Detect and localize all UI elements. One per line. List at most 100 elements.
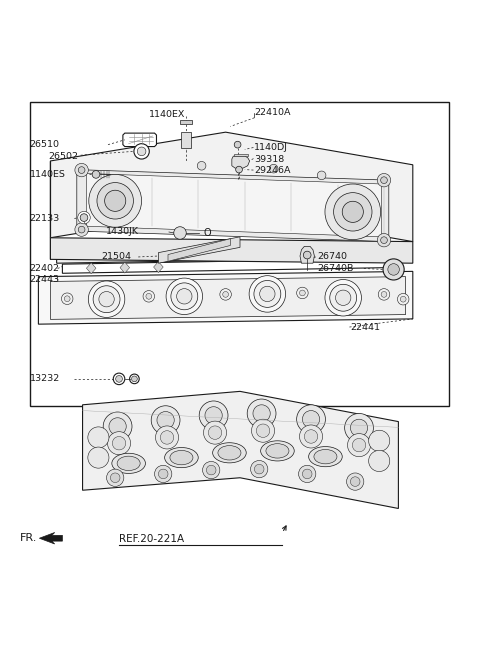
Polygon shape	[300, 247, 314, 263]
Polygon shape	[154, 262, 163, 272]
Circle shape	[199, 401, 228, 430]
Circle shape	[93, 286, 120, 313]
Circle shape	[132, 376, 137, 382]
Polygon shape	[158, 237, 240, 263]
Circle shape	[130, 374, 139, 384]
Circle shape	[134, 144, 149, 159]
Text: O: O	[203, 228, 211, 238]
Circle shape	[110, 473, 120, 483]
Circle shape	[97, 182, 133, 219]
Text: 26510: 26510	[30, 140, 60, 149]
Circle shape	[342, 201, 363, 222]
Circle shape	[157, 411, 174, 429]
Text: 22402: 22402	[30, 264, 60, 273]
Circle shape	[325, 279, 361, 316]
Circle shape	[156, 426, 179, 449]
Circle shape	[105, 190, 126, 211]
Circle shape	[252, 419, 275, 442]
Circle shape	[143, 291, 155, 302]
Circle shape	[89, 174, 142, 227]
Circle shape	[347, 473, 364, 490]
Circle shape	[75, 163, 88, 177]
Circle shape	[88, 447, 109, 468]
Text: 22410A: 22410A	[254, 108, 291, 117]
Circle shape	[251, 461, 268, 478]
Circle shape	[299, 465, 316, 483]
Polygon shape	[180, 119, 192, 124]
Circle shape	[249, 276, 286, 312]
Circle shape	[377, 234, 391, 247]
Text: FR.: FR.	[20, 533, 37, 543]
Circle shape	[61, 293, 73, 304]
Ellipse shape	[266, 443, 289, 458]
Polygon shape	[168, 239, 230, 261]
Circle shape	[352, 438, 366, 452]
Ellipse shape	[261, 441, 294, 461]
Polygon shape	[234, 154, 248, 156]
Text: 1140ES: 1140ES	[30, 170, 66, 179]
Circle shape	[350, 419, 368, 436]
Circle shape	[302, 411, 320, 428]
Circle shape	[300, 425, 323, 448]
Text: 26502: 26502	[48, 152, 78, 161]
Text: 39318: 39318	[254, 155, 285, 163]
Circle shape	[303, 251, 311, 259]
Circle shape	[88, 281, 125, 318]
Circle shape	[369, 430, 390, 451]
Circle shape	[158, 469, 168, 479]
Circle shape	[297, 405, 325, 434]
Circle shape	[383, 259, 404, 280]
Circle shape	[75, 223, 88, 236]
Polygon shape	[86, 263, 96, 274]
Text: 1140DJ: 1140DJ	[254, 143, 288, 152]
Circle shape	[381, 291, 387, 297]
Circle shape	[400, 297, 406, 302]
Circle shape	[64, 296, 70, 302]
Circle shape	[254, 281, 281, 308]
Circle shape	[369, 451, 390, 472]
Text: 26740: 26740	[317, 253, 347, 262]
Ellipse shape	[112, 453, 145, 474]
Polygon shape	[232, 156, 250, 168]
Circle shape	[378, 289, 390, 300]
Ellipse shape	[165, 447, 198, 468]
Text: 22443: 22443	[30, 276, 60, 285]
Polygon shape	[50, 132, 413, 241]
Polygon shape	[120, 262, 130, 273]
Polygon shape	[83, 392, 398, 508]
Circle shape	[297, 287, 308, 298]
Circle shape	[107, 469, 124, 486]
Circle shape	[345, 413, 373, 442]
Circle shape	[204, 421, 227, 444]
Ellipse shape	[170, 451, 193, 465]
Circle shape	[260, 286, 275, 302]
Circle shape	[203, 461, 220, 479]
Circle shape	[247, 399, 276, 428]
Circle shape	[304, 430, 318, 443]
Circle shape	[317, 171, 326, 180]
Polygon shape	[50, 237, 413, 263]
Polygon shape	[77, 170, 389, 241]
Circle shape	[108, 432, 131, 455]
Polygon shape	[62, 258, 394, 274]
Text: 22441: 22441	[350, 323, 380, 331]
Text: 13232: 13232	[30, 375, 60, 383]
Polygon shape	[50, 277, 406, 319]
Circle shape	[220, 289, 231, 300]
Polygon shape	[30, 102, 449, 406]
Circle shape	[137, 147, 146, 155]
Circle shape	[381, 237, 387, 243]
Circle shape	[256, 424, 270, 438]
Polygon shape	[86, 173, 382, 237]
Circle shape	[112, 436, 126, 450]
Circle shape	[377, 173, 391, 187]
Circle shape	[236, 166, 242, 173]
Circle shape	[80, 214, 88, 222]
Ellipse shape	[213, 443, 246, 463]
Circle shape	[174, 227, 186, 239]
Circle shape	[78, 211, 90, 224]
Circle shape	[151, 406, 180, 434]
Circle shape	[109, 418, 126, 435]
Circle shape	[388, 264, 399, 276]
Text: 21504: 21504	[101, 253, 131, 262]
